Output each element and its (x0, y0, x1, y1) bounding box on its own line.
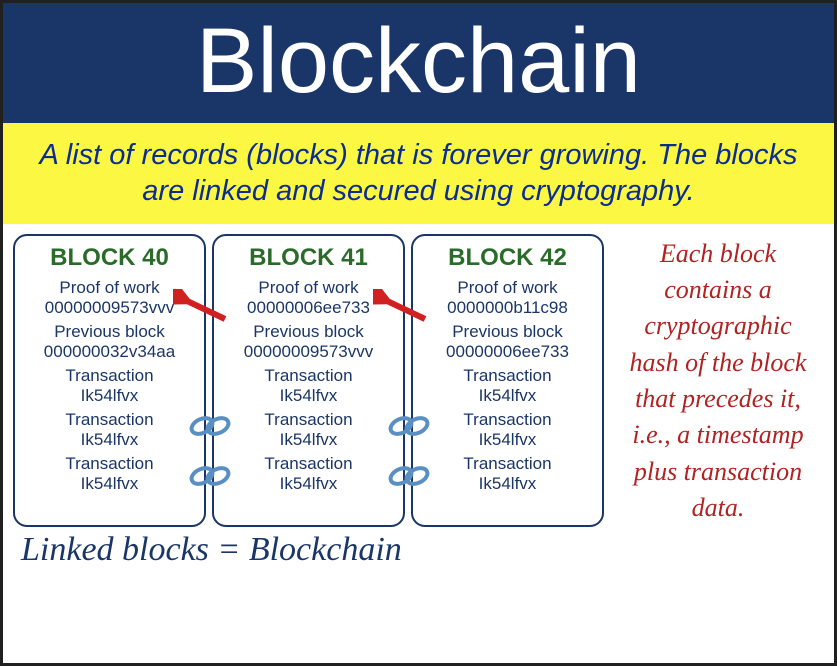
block-42-tx3-label: Transaction (419, 454, 596, 474)
block-42-tx2-label: Transaction (419, 410, 596, 430)
block-41-prev-label: Previous block (220, 322, 397, 342)
block-41-prev-value: 00000009573vvv (220, 342, 397, 362)
block-41-title: BLOCK 41 (220, 244, 397, 272)
block-40-prev-value: 000000032v34aa (21, 342, 198, 362)
block-40-title: BLOCK 40 (21, 244, 198, 272)
block-40-proof-value: 00000009573vvv (21, 298, 198, 318)
block-41-tx1-value: Ik54lfvx (220, 386, 397, 406)
block-42: BLOCK 42 Proof of work 0000000b11c98 Pre… (411, 234, 604, 527)
block-41-tx2-value: Ik54lfvx (220, 430, 397, 450)
block-42-prev-value: 00000006ee733 (419, 342, 596, 362)
block-42-prev-label: Previous block (419, 322, 596, 342)
block-42-tx1-label: Transaction (419, 366, 596, 386)
block-42-tx3-value: Ik54lfvx (419, 474, 596, 494)
block-42-proof-value: 0000000b11c98 (419, 298, 596, 318)
block-41-tx3-value: Ik54lfvx (220, 474, 397, 494)
arrow-icon (173, 289, 233, 329)
block-41-proof-value: 00000006ee733 (220, 298, 397, 318)
block-40: BLOCK 40 Proof of work 00000009573vvv Pr… (13, 234, 206, 527)
block-42-tx1-value: Ik54lfvx (419, 386, 596, 406)
block-40-tx1-value: Ik54lfvx (21, 386, 198, 406)
block-40-prev-label: Previous block (21, 322, 198, 342)
block-40-tx1-label: Transaction (21, 366, 198, 386)
block-40-proof-label: Proof of work (21, 278, 198, 298)
block-42-proof-label: Proof of work (419, 278, 596, 298)
block-41-tx1-label: Transaction (220, 366, 397, 386)
chain-link-icon (188, 462, 232, 490)
blocks-diagram: BLOCK 40 Proof of work 00000009573vvv Pr… (13, 234, 604, 527)
block-40-tx2-value: Ik54lfvx (21, 430, 198, 450)
content-area: BLOCK 40 Proof of work 00000009573vvv Pr… (3, 224, 834, 527)
arrow-icon (373, 289, 433, 329)
definition-banner: A list of records (blocks) that is forev… (3, 123, 834, 224)
block-41-tx3-label: Transaction (220, 454, 397, 474)
main-title: Blockchain (3, 3, 834, 123)
chain-link-icon (387, 412, 431, 440)
block-42-title: BLOCK 42 (419, 244, 596, 272)
explanation-text: Each block contains a cryptographic hash… (612, 234, 824, 527)
footer-equation: Linked blocks = Blockchain (3, 527, 834, 579)
block-41-tx2-label: Transaction (220, 410, 397, 430)
chain-link-icon (188, 412, 232, 440)
block-40-tx3-label: Transaction (21, 454, 198, 474)
block-42-tx2-value: Ik54lfvx (419, 430, 596, 450)
block-40-tx2-label: Transaction (21, 410, 198, 430)
block-41-proof-label: Proof of work (220, 278, 397, 298)
chain-link-icon (387, 462, 431, 490)
block-40-tx3-value: Ik54lfvx (21, 474, 198, 494)
block-41: BLOCK 41 Proof of work 00000006ee733 Pre… (212, 234, 405, 527)
